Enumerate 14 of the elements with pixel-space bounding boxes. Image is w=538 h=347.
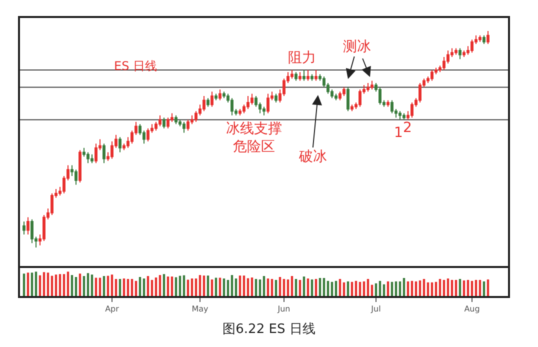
annotation: 测冰 xyxy=(343,39,371,55)
x-tick-label: Apr xyxy=(105,304,120,314)
x-tick-label: May xyxy=(192,304,209,314)
annotation: 破冰 xyxy=(298,149,327,165)
annotation: 阻力 xyxy=(288,50,316,66)
annotation: 危险区 xyxy=(233,139,275,155)
x-tick-label: Aug xyxy=(464,304,480,314)
x-tick-label: Jul xyxy=(370,304,381,314)
annotation: 冰线支撑 xyxy=(226,121,282,137)
text: ES 日线 xyxy=(114,59,158,73)
annotation: 1 xyxy=(394,125,403,141)
caption: 图6.22 ES 日线 xyxy=(222,321,316,338)
annotation: 2 xyxy=(403,120,412,136)
x-tick-label: Jun xyxy=(276,304,290,314)
